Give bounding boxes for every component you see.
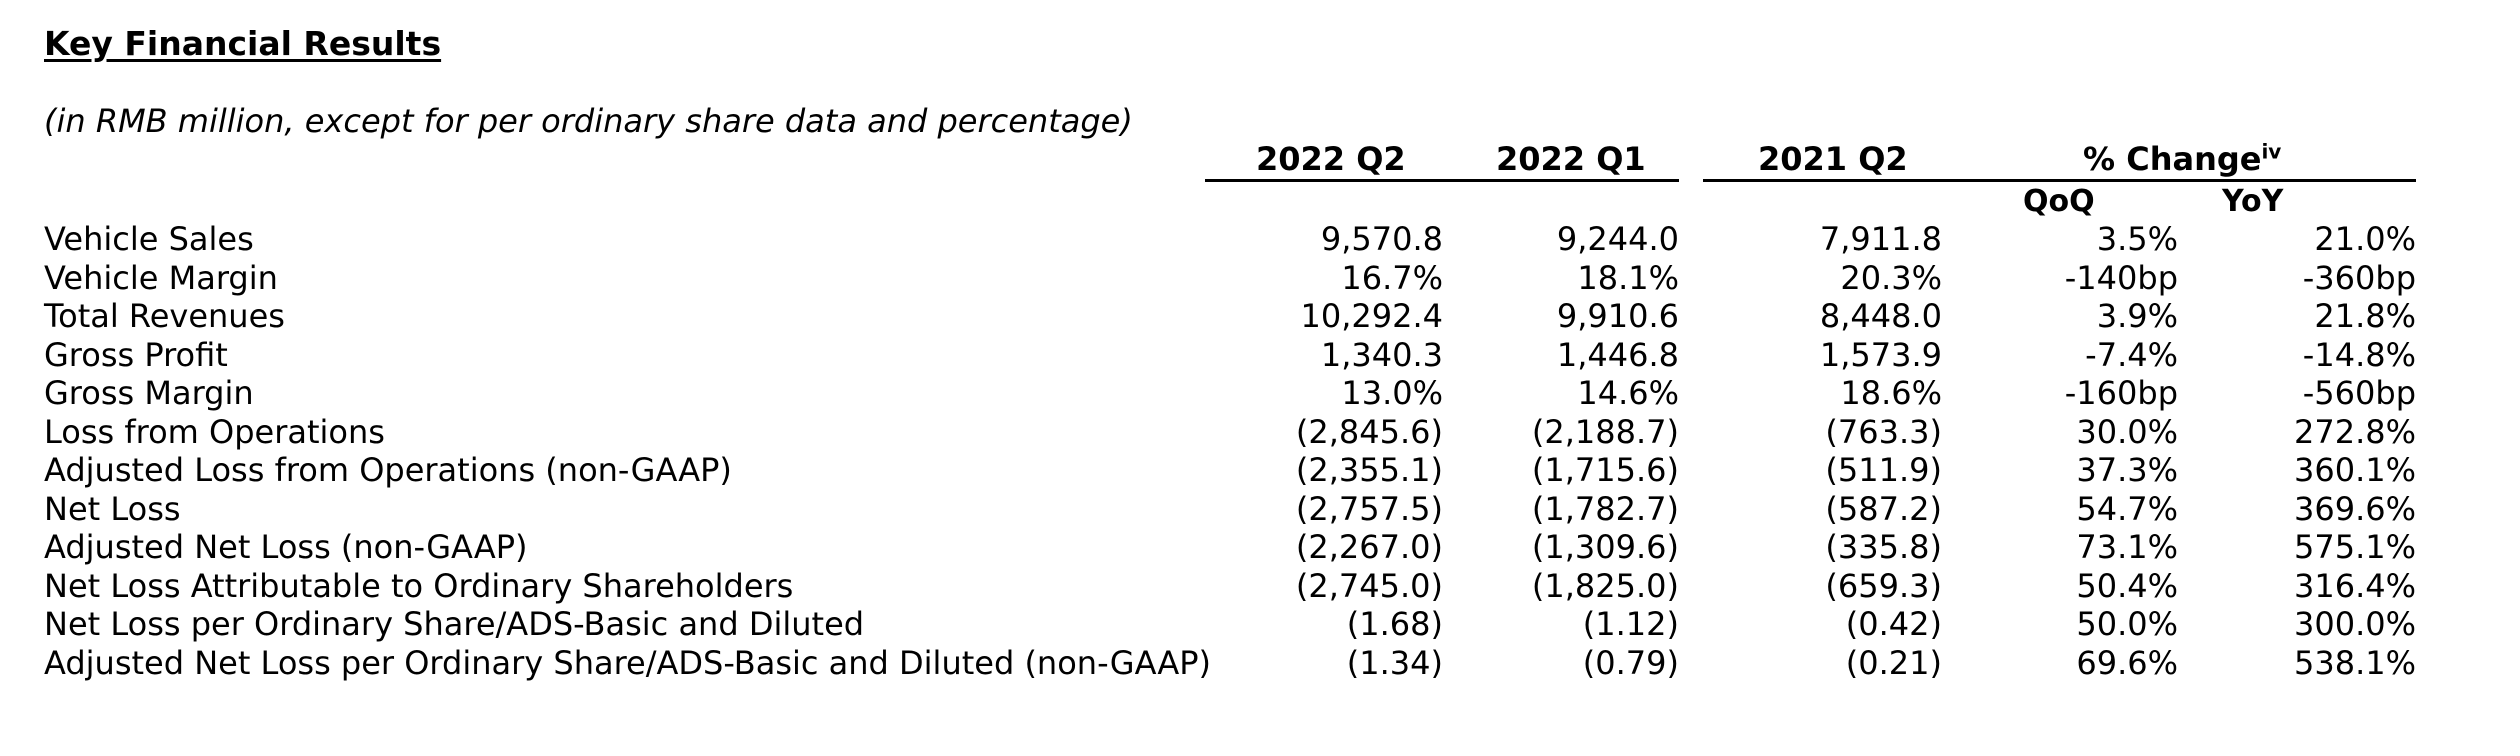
table-row: Vehicle Margin 16.7% 18.1% 20.3% -140bp -360b… [0, 259, 2520, 298]
value-2022-q2: (1.68) [1346, 605, 1443, 643]
row-label: Adjusted Net Loss per Ordinary Share/ADS… [44, 643, 1212, 682]
value-2021-q2: (763.3) [1825, 412, 1942, 451]
value-2022-q2: 16.7% [1341, 258, 1443, 297]
value-2022-q2: (1.34) [1346, 643, 1443, 682]
row-label: Net Loss Attributable to Ordinary Shareh… [44, 566, 794, 605]
value-2021-q2: (587.2) [1825, 489, 1942, 528]
row-label: Vehicle Sales [44, 220, 254, 258]
value-qoq: 30.0% [2076, 412, 2178, 451]
value-yoy: 369.6% [2293, 489, 2416, 528]
value-2021-q2: (511.9) [1825, 451, 1942, 489]
value-qoq: 54.7% [2076, 489, 2178, 528]
financial-results-table: Vehicle Sales 9,570.8 9,244.0 7,911.8 3.5% 21… [0, 220, 2520, 682]
value-yoy: -560bp [2302, 374, 2416, 412]
table-row: Adjusted Net Loss per Ordinary Share/ADS… [0, 644, 2520, 683]
value-2022-q1: 9,244.0 [1556, 220, 1679, 258]
value-qoq: -140bp [2064, 258, 2178, 297]
value-qoq: 69.6% [2076, 643, 2178, 682]
value-2022-q1: (2,188.7) [1531, 412, 1679, 451]
value-2021-q2: (659.3) [1825, 566, 1942, 605]
value-2021-q2: 7,911.8 [1819, 220, 1942, 258]
value-yoy: 575.1% [2293, 528, 2416, 566]
value-2022-q1: (1,782.7) [1531, 489, 1679, 528]
value-qoq: 50.0% [2076, 605, 2178, 643]
footnote-marker: iv [2261, 139, 2282, 164]
value-2022-q1: (0.79) [1582, 643, 1679, 682]
value-2022-q1: 1,446.8 [1556, 335, 1679, 374]
header-percent-change: % Changeiv [2083, 140, 2281, 178]
header-rule-comparison [1703, 179, 2416, 182]
value-qoq: 3.5% [2096, 220, 2178, 258]
value-qoq: 3.9% [2096, 297, 2178, 335]
value-2022-q1: (1,715.6) [1531, 451, 1679, 489]
header-rule-2022 [1205, 179, 1679, 182]
table-row: Loss from Operations (2,845.6) (2,188.7) (7… [0, 413, 2520, 452]
value-yoy: -360bp [2302, 258, 2416, 297]
row-label: Gross Margin [44, 374, 254, 412]
row-label: Adjusted Net Loss (non-GAAP) [44, 528, 528, 566]
table-row: Gross Profit 1,340.3 1,446.8 1,573.9 -7.4% -1… [0, 336, 2520, 375]
table-row: Net Loss Attributable to Ordinary Shareh… [0, 567, 2520, 606]
page-title: Key Financial Results [44, 24, 442, 63]
value-2021-q2: 8,448.0 [1819, 297, 1942, 335]
value-2022-q2: (2,757.5) [1295, 489, 1443, 528]
value-2021-q2: 18.6% [1840, 374, 1942, 412]
value-2021-q2: (0.42) [1845, 605, 1942, 643]
value-2022-q1: (1,825.0) [1531, 566, 1679, 605]
row-label: Loss from Operations [44, 412, 385, 451]
row-label: Adjusted Loss from Operations (non-GAAP) [44, 451, 732, 489]
value-qoq: 73.1% [2076, 528, 2178, 566]
row-label: Gross Profit [44, 335, 228, 374]
header-percent-change-label: % Change [2083, 140, 2262, 178]
value-2022-q2: 13.0% [1341, 374, 1443, 412]
row-label: Total Revenues [44, 297, 285, 335]
table-row: Net Loss per Ordinary Share/ADS-Basic an… [0, 605, 2520, 644]
units-note: (in RMB million, except for per ordinary… [44, 102, 1133, 140]
value-yoy: 272.8% [2293, 412, 2416, 451]
row-label: Net Loss [44, 489, 181, 528]
value-yoy: 21.0% [2314, 220, 2416, 258]
value-qoq: -7.4% [2085, 335, 2178, 374]
value-2022-q1: 14.6% [1577, 374, 1679, 412]
table-row: Net Loss (2,757.5) (1,782.7) (587.2) 54.7% 36… [0, 490, 2520, 529]
value-yoy: -14.8% [2302, 335, 2416, 374]
header-2022-q1: 2022 Q1 [1496, 140, 1646, 178]
value-yoy: 538.1% [2293, 643, 2416, 682]
value-2022-q1: (1,309.6) [1531, 528, 1679, 566]
value-yoy: 316.4% [2293, 566, 2416, 605]
value-yoy: 360.1% [2293, 451, 2416, 489]
table-row: Total Revenues 10,292.4 9,910.6 8,448.0 3.9%… [0, 297, 2520, 336]
table-row: Adjusted Loss from Operations (non-GAAP)… [0, 451, 2520, 490]
value-yoy: 21.8% [2314, 297, 2416, 335]
table-row: Adjusted Net Loss (non-GAAP) (2,267.0) (1,… [0, 528, 2520, 567]
value-2022-q2: 1,340.3 [1320, 335, 1443, 374]
subheader-qoq: QoQ [2023, 184, 2095, 219]
table-row: Vehicle Sales 9,570.8 9,244.0 7,911.8 3.5% 21… [0, 220, 2520, 259]
value-2022-q1: (1.12) [1582, 605, 1679, 643]
value-2021-q2: (335.8) [1825, 528, 1942, 566]
value-2021-q2: (0.21) [1845, 643, 1942, 682]
value-2022-q2: (2,845.6) [1295, 412, 1443, 451]
value-2022-q2: (2,745.0) [1295, 566, 1443, 605]
value-2022-q1: 18.1% [1577, 258, 1679, 297]
row-label: Vehicle Margin [44, 258, 278, 297]
value-2022-q2: (2,355.1) [1295, 451, 1443, 489]
value-2022-q2: 9,570.8 [1320, 220, 1443, 258]
subheader-yoy: YoY [2222, 184, 2284, 219]
value-2022-q2: (2,267.0) [1295, 528, 1443, 566]
header-2021-q2: 2021 Q2 [1758, 140, 1908, 178]
value-yoy: 300.0% [2293, 605, 2416, 643]
value-qoq: -160bp [2064, 374, 2178, 412]
value-qoq: 37.3% [2076, 451, 2178, 489]
row-label: Net Loss per Ordinary Share/ADS-Basic an… [44, 605, 865, 643]
value-2022-q1: 9,910.6 [1556, 297, 1679, 335]
value-2022-q2: 10,292.4 [1300, 297, 1444, 335]
value-qoq: 50.4% [2076, 566, 2178, 605]
header-2022-q2: 2022 Q2 [1256, 140, 1406, 178]
value-2021-q2: 1,573.9 [1819, 335, 1942, 374]
value-2021-q2: 20.3% [1840, 258, 1942, 297]
table-row: Gross Margin 13.0% 14.6% 18.6% -160bp -560bp [0, 374, 2520, 413]
